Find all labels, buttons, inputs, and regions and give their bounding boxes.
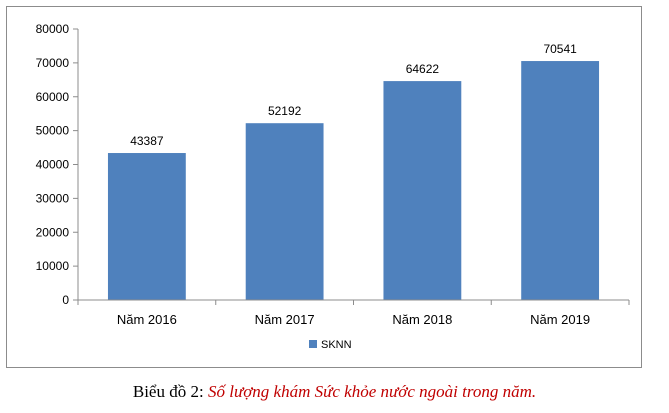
y-tick-label: 30000	[36, 191, 70, 205]
y-tick-label: 0	[62, 293, 69, 307]
data-label: 64622	[406, 62, 440, 76]
legend-swatch	[309, 340, 317, 348]
y-tick-label: 60000	[36, 90, 70, 104]
chart-caption: Biểu đồ 2: Số lượng khám Sức khỏe nước n…	[0, 382, 669, 402]
bar-năm-2017	[245, 123, 324, 300]
bars: 43387 52192 64622 70541	[107, 42, 600, 301]
bar-năm-2019	[521, 61, 600, 301]
data-label: 52192	[268, 104, 302, 118]
caption-prefix: Biểu đồ 2:	[132, 382, 208, 401]
x-tick-label: Năm 2016	[117, 312, 177, 327]
x-axis: Năm 2016 Năm 2017 Năm 2018 Năm 2019	[77, 299, 630, 327]
data-label: 70541	[543, 42, 577, 56]
bar-năm-2018	[383, 81, 462, 300]
data-label: 43387	[130, 134, 164, 148]
y-tick-label: 80000	[36, 22, 70, 36]
bar-chart: 0 10000 20000 30000 40000 50000 60000 70000 8000…	[36, 22, 630, 351]
y-tick-label: 20000	[36, 225, 70, 239]
y-tick-label: 70000	[36, 56, 70, 70]
legend-label: SKNN	[321, 339, 352, 351]
y-tick-label: 50000	[36, 124, 70, 138]
x-tick-label: Năm 2018	[392, 312, 452, 327]
caption-title: Số lượng khám Sức khỏe nước ngoài trong …	[207, 382, 537, 401]
y-tick-label: 40000	[36, 158, 70, 172]
bar-năm-2016	[107, 153, 186, 300]
y-axis: 0 10000 20000 30000 40000 50000 60000 70000 8000…	[36, 22, 79, 307]
x-tick-label: Năm 2019	[530, 312, 590, 327]
x-tick-label: Năm 2017	[255, 312, 315, 327]
legend: SKNN	[309, 339, 352, 351]
chart-frame: 0 10000 20000 30000 40000 50000 60000 70000 8000…	[6, 6, 642, 368]
y-tick-label: 10000	[36, 259, 70, 273]
